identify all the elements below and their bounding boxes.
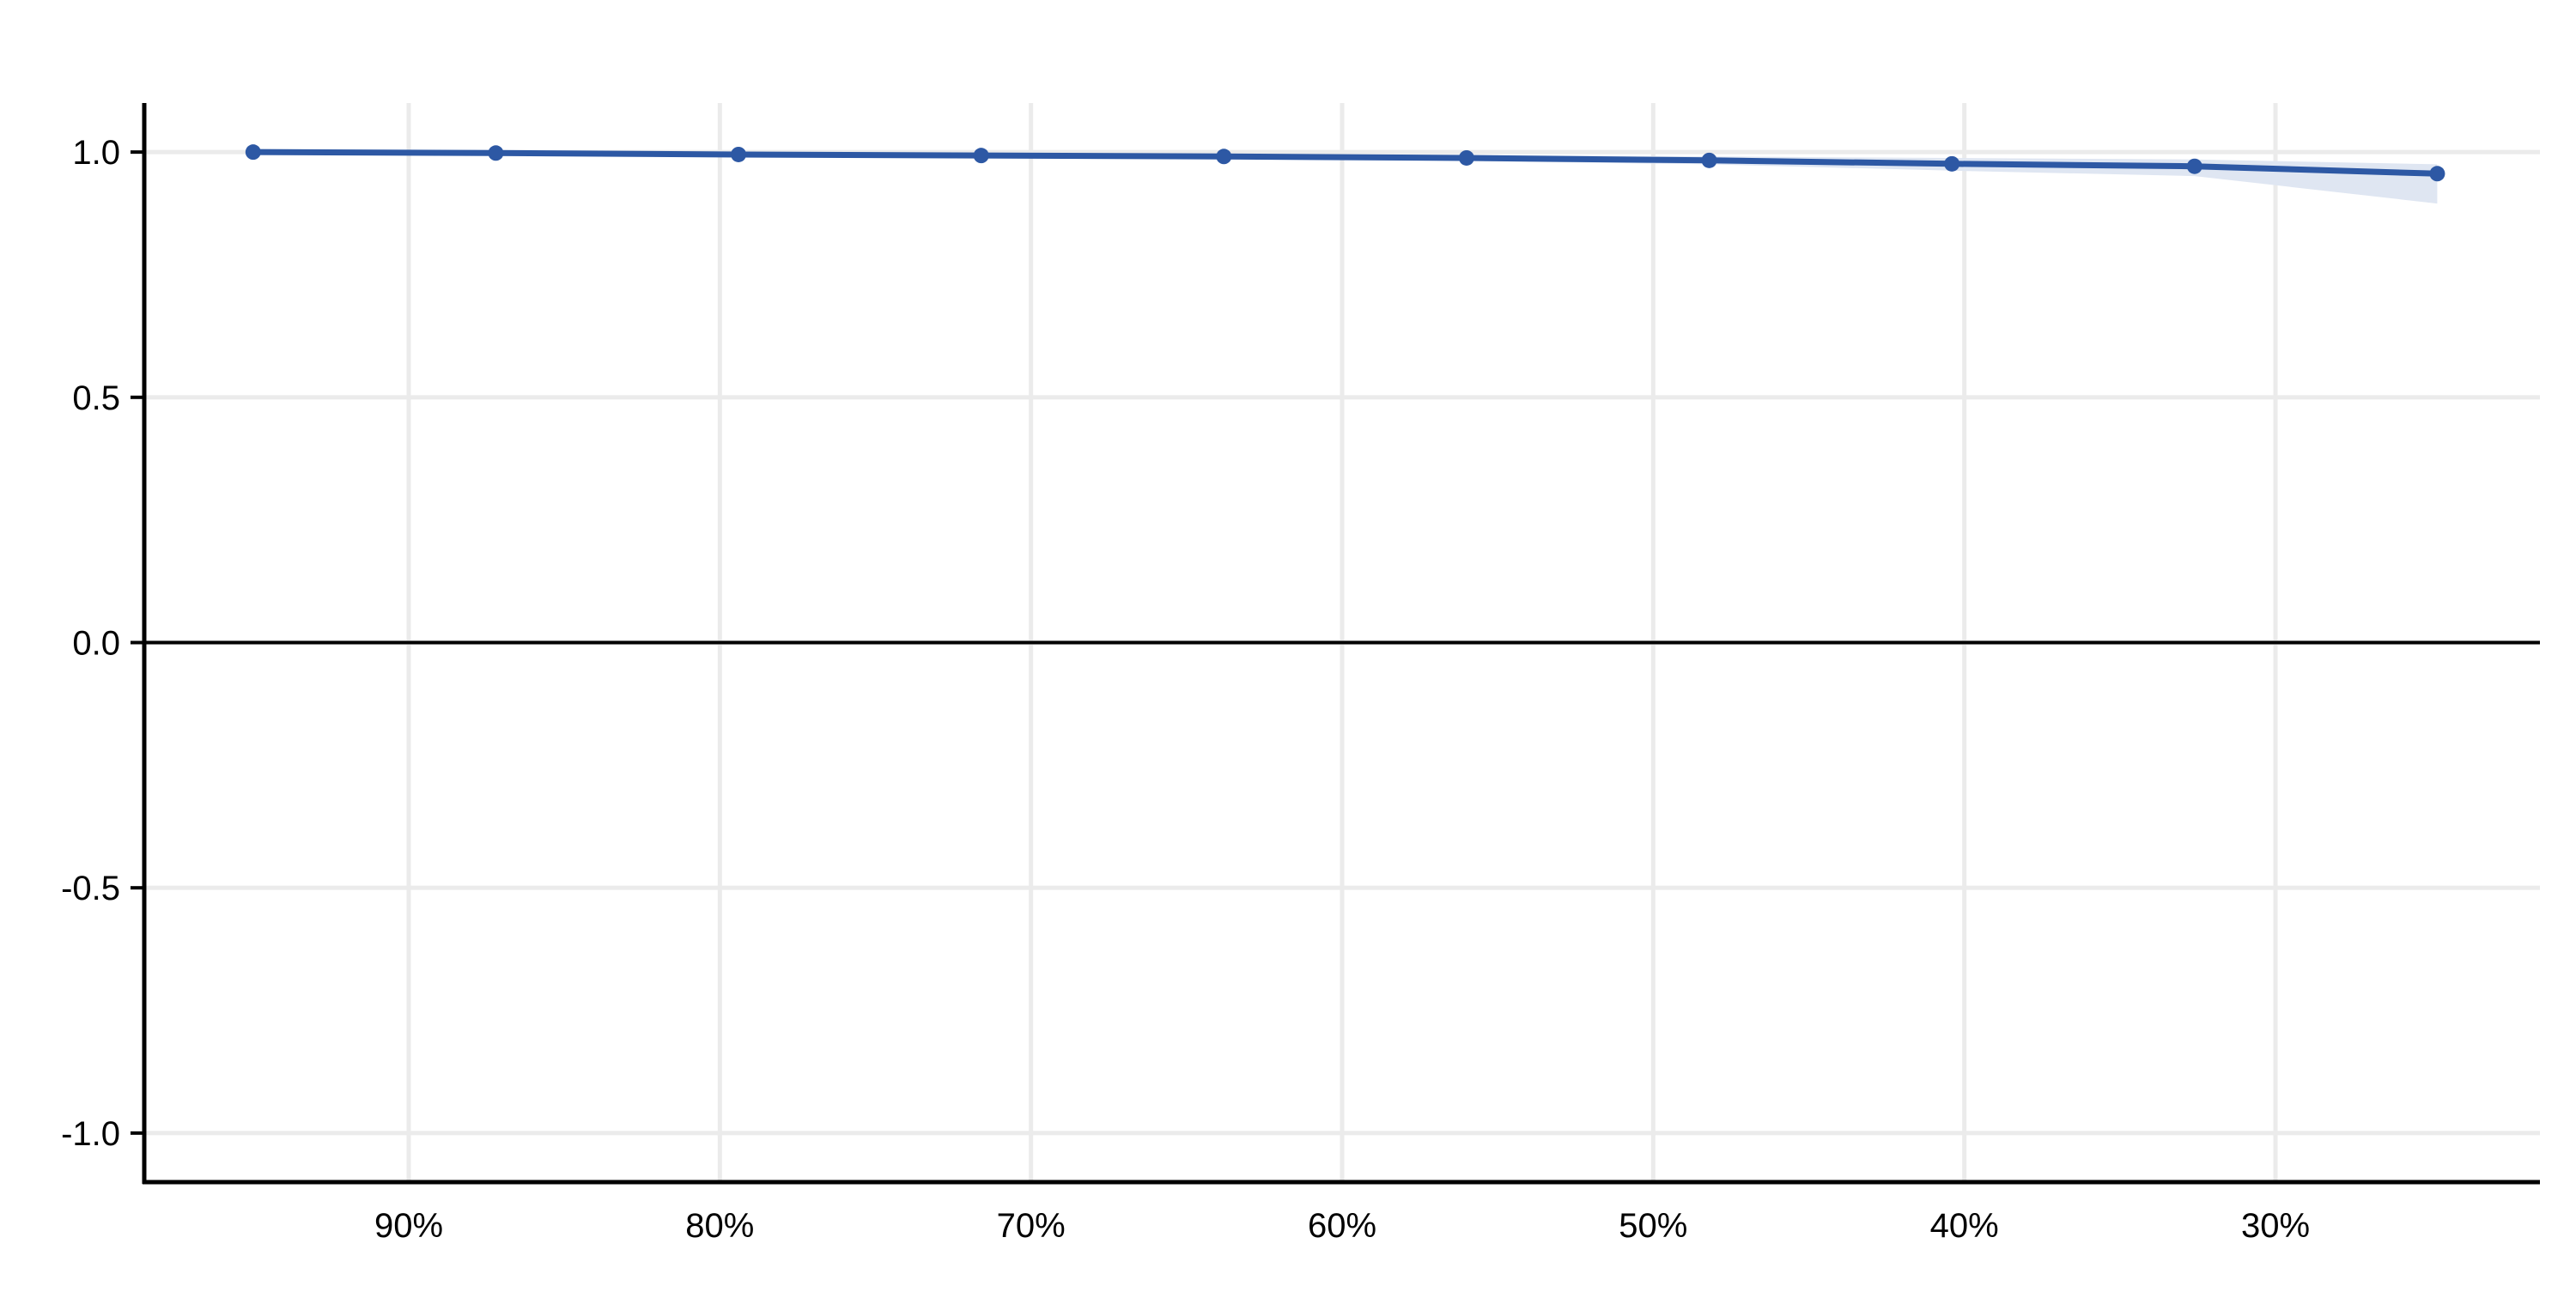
y-tick-label: 0.5 bbox=[72, 379, 120, 417]
data-point bbox=[245, 144, 261, 161]
y-tick-labels: 1.0 0.5 0.0 -0.5 -1.0 bbox=[61, 134, 120, 1153]
x-tick-label: 90% bbox=[374, 1207, 443, 1245]
x-tick-label: 70% bbox=[997, 1207, 1066, 1245]
data-point bbox=[973, 148, 989, 164]
series-line bbox=[252, 149, 2438, 177]
y-tick-label: -1.0 bbox=[61, 1115, 120, 1153]
x-tick-labels: 90% 80% 70% 60% 50% 40% 30% bbox=[374, 1207, 2310, 1245]
y-tick-label: 1.0 bbox=[72, 134, 120, 172]
x-tick-label: 80% bbox=[685, 1207, 754, 1245]
x-tick-label: 50% bbox=[1619, 1207, 1687, 1245]
data-point bbox=[1701, 152, 1717, 168]
data-point bbox=[1944, 155, 1960, 172]
data-point bbox=[731, 146, 747, 162]
x-tick-label: 40% bbox=[1930, 1207, 1999, 1245]
y-tick-label: 0.0 bbox=[72, 625, 120, 663]
data-point bbox=[1458, 149, 1474, 166]
data-point bbox=[488, 145, 504, 161]
data-points bbox=[245, 144, 2445, 182]
x-tick-label: 60% bbox=[1308, 1207, 1376, 1245]
data-point bbox=[2186, 158, 2202, 174]
data-point bbox=[1216, 149, 1232, 165]
axes bbox=[131, 103, 2540, 1185]
x-tick-label: 30% bbox=[2241, 1207, 2310, 1245]
series-polyline bbox=[252, 149, 2438, 177]
data-point bbox=[2429, 166, 2445, 182]
y-tick-label: -0.5 bbox=[61, 870, 120, 907]
